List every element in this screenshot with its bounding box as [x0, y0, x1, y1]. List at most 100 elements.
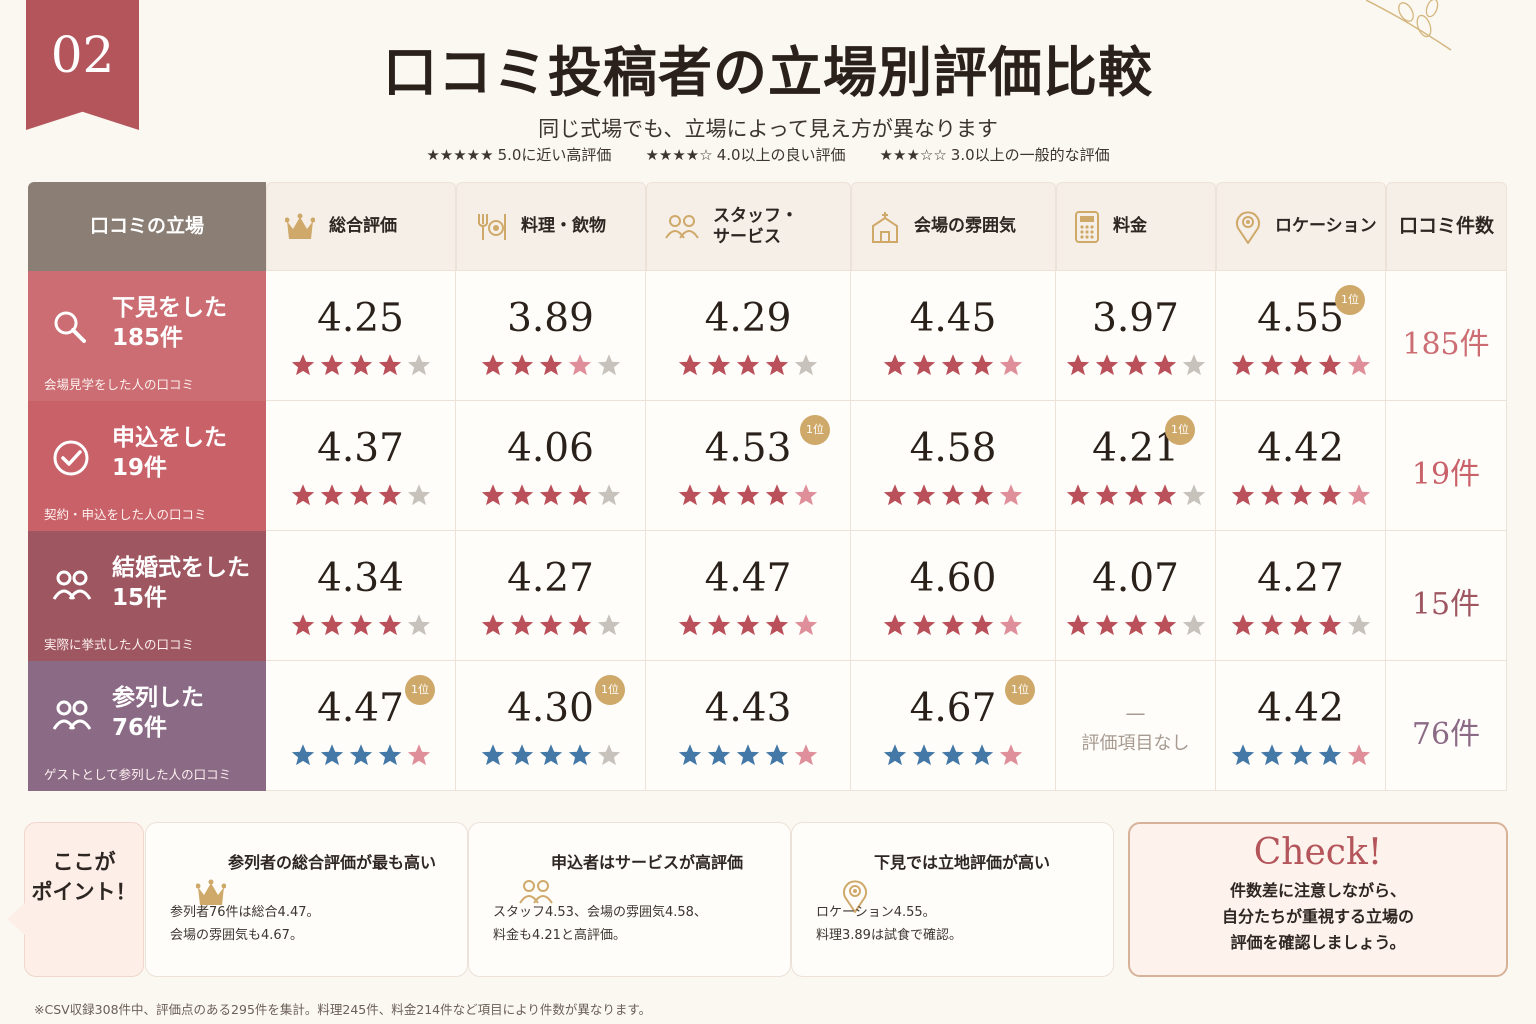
star-icon [707, 744, 731, 766]
score-cell: 4.42 [1216, 661, 1386, 791]
rating-legend: ★★★★★ 5.0に近い高評価 ★★★★☆ 4.0以上の良い評価 ★★★☆☆ 3.0以上の… [0, 144, 1536, 165]
row-name: 申込をした 19件 [112, 423, 227, 483]
star-icon [481, 614, 504, 636]
star-icon [883, 484, 907, 506]
header-role: 口コミの立場 [28, 182, 266, 271]
count-value: 19件 [1411, 457, 1481, 492]
comparison-table: 口コミの立場 総合評価 料理・飲物 スタッフ・ サービス 会場の雰囲気 料金 ロケーション 口… [28, 182, 1507, 793]
star-icon [912, 354, 936, 376]
page-subtitle: 同じ式場でも、立場によって見え方が異なります [538, 117, 998, 141]
score-cell: 4.29 [646, 271, 851, 401]
star-icon [970, 744, 994, 766]
star-icon [539, 354, 562, 376]
score-value: 4.47 [704, 556, 792, 601]
star-icon [320, 614, 343, 636]
row-title: 結婚式をした [112, 555, 250, 581]
score-value: 4.06 [507, 426, 594, 471]
star-icon [597, 614, 620, 636]
star-icon [707, 614, 731, 636]
row-description: 実際に挙式した人の口コミ [44, 637, 195, 652]
star-rating [1216, 353, 1385, 376]
star-icon [1182, 484, 1205, 506]
star-icon [1124, 484, 1147, 506]
star-icon [1153, 614, 1176, 636]
star-icon [291, 484, 314, 506]
star-rating [1056, 483, 1215, 506]
star-icon [378, 744, 401, 766]
star-icon [349, 614, 372, 636]
star-icon [794, 614, 818, 636]
header-count: 口コミ件数 [1386, 182, 1507, 271]
venue-icon [852, 211, 914, 243]
star-rating [646, 613, 850, 636]
star-rating [851, 613, 1055, 636]
point-card: 下見では立地評価が高い ロケーション4.55。 料理3.89は試食で確認。 [791, 822, 1114, 977]
star-icon [1347, 484, 1370, 506]
section-number: 02 [50, 26, 115, 84]
star-icon [970, 614, 994, 636]
star-icon [1231, 484, 1254, 506]
star-rating [456, 483, 645, 506]
point-tag: ここが ポイント！ [7, 822, 144, 977]
point-title: 下見では立地評価が高い [874, 853, 1051, 872]
na-dash: — [1125, 701, 1146, 725]
star-icon [999, 354, 1023, 376]
score-cell: 4.60 [851, 531, 1056, 661]
page-title: 口コミ投稿者の立場別評価比較 [383, 40, 1153, 104]
location-pin-icon [1217, 210, 1275, 244]
star-rating [851, 483, 1055, 506]
star-icon [349, 484, 372, 506]
star-icon [1124, 614, 1147, 636]
star-icon [568, 484, 591, 506]
point-card: 参列者の総合評価が最も高い 参列者76件は総合4.47。 会場の雰囲気も4.67。 [145, 822, 468, 977]
score-cell: — 評価項目なし [1056, 661, 1216, 791]
rank-badge: 1位 [1005, 675, 1035, 705]
star-icon [1260, 484, 1283, 506]
star-icon [1153, 484, 1176, 506]
row-label: 申込をした 19件契約・申込をした人の口コミ [28, 401, 266, 531]
score-cell: 4.34 [266, 531, 456, 661]
star-icon [1347, 744, 1370, 766]
footnote: ※CSV収録308件中、評価点のある295件を集計。料理245件、料金214件な… [34, 1002, 652, 1017]
star-icon [1289, 614, 1312, 636]
couple-icon [52, 569, 92, 601]
staff-icon [647, 214, 713, 240]
star-rating [456, 613, 645, 636]
score-value: 4.42 [1257, 426, 1344, 471]
legend-item: ★★★☆☆ 3.0以上の一般的な評価 [880, 144, 1110, 165]
star-icon [539, 614, 562, 636]
score-value: 4.27 [507, 556, 594, 601]
star-icon [794, 744, 818, 766]
star-icon [678, 484, 702, 506]
star-rating [646, 743, 850, 766]
rank-badge: 1位 [595, 675, 625, 705]
score-value: 4.43 [704, 686, 792, 731]
score-cell: 4.53 1位 [646, 401, 851, 531]
score-value: 4.37 [317, 426, 404, 471]
score-value: 4.27 [1257, 556, 1344, 601]
star-icon [999, 744, 1023, 766]
row-title: 参列した [112, 685, 204, 711]
row-count: 19件 [112, 455, 168, 481]
score-value: 4.67 [909, 686, 997, 731]
star-icon [883, 354, 907, 376]
star-icon [1347, 354, 1370, 376]
star-icon [970, 484, 994, 506]
score-cell: 4.47 1位 [266, 661, 456, 791]
star-icon [1095, 354, 1118, 376]
score-value: 3.89 [507, 296, 594, 341]
score-cell: 4.27 [456, 531, 646, 661]
star-rating [1216, 613, 1385, 636]
star-icon [736, 744, 760, 766]
star-rating [1056, 613, 1215, 636]
header-venue: 会場の雰囲気 [851, 182, 1056, 271]
star-icon [1318, 614, 1341, 636]
count-cell: 15件 [1386, 531, 1507, 661]
row-description: 契約・申込をした人の口コミ [44, 507, 207, 522]
count-cell: 19件 [1386, 401, 1507, 531]
count-value: 76件 [1411, 717, 1481, 752]
check-circle-icon [52, 439, 90, 477]
header-count-label: 口コミ件数 [1398, 215, 1494, 237]
check-box: Check! 件数差に注意しながら、 自分たちが重視する立場の 評価を確認しまし… [1128, 822, 1508, 977]
header-location-pin: ロケーション [1216, 182, 1386, 271]
